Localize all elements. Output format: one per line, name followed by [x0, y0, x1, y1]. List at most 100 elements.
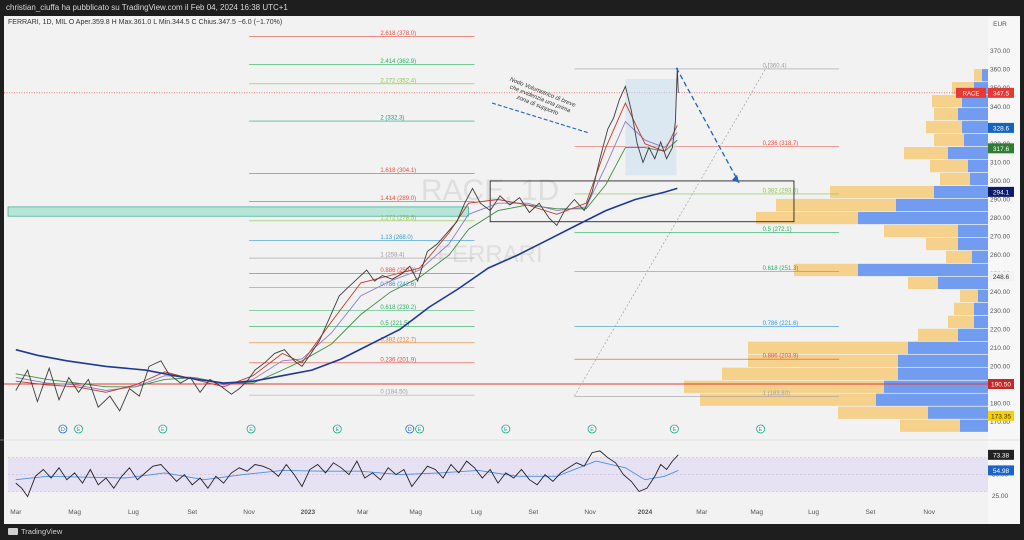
volume-node-box — [625, 78, 677, 176]
rsi-ma-label: 54.98 — [993, 468, 1010, 475]
time-tick-label: 2023 — [301, 509, 316, 516]
fib-level-label: 0.382 (212.7) — [380, 337, 416, 343]
volume-profile-bar-down — [958, 237, 988, 251]
fib-level-label: 0.886 (203.9) — [763, 354, 799, 360]
race-tag-label: RACE — [963, 91, 980, 97]
time-tick-label: Lug — [808, 509, 819, 516]
volume-profile-bar-up — [904, 147, 948, 160]
price-axis: 170.00180.00190.00200.00210.00220.00230.… — [990, 48, 1010, 426]
support-zone-rect — [7, 206, 469, 217]
watermark-name: FERRARI — [437, 241, 542, 268]
volume-profile-bar-down — [958, 224, 988, 238]
time-tick-label: 2024 — [638, 509, 653, 516]
volume-profile-bar-up — [926, 237, 958, 251]
event-marker-label: D — [408, 427, 412, 433]
price-badge — [988, 379, 1014, 390]
rsi-value-label: 73.38 — [993, 452, 1010, 459]
fib-level-label: 0.382 (293.0) — [763, 188, 799, 194]
event-marker-label: E — [161, 427, 165, 433]
annotation-arrow — [491, 102, 589, 134]
price-tick-label: 200.00 — [990, 363, 1010, 370]
fib-level-label: 0.886 (250.0) — [380, 268, 416, 274]
fib-level-label: 0.786 (221.6) — [763, 321, 799, 327]
volume-profile-bar-down — [938, 276, 988, 290]
fib-level-label: 0.5 (272.1) — [763, 227, 792, 233]
volume-profile-bar-down — [982, 69, 988, 82]
ema-mid-line — [15, 120, 678, 391]
time-tick-label: Mar — [10, 509, 22, 516]
volume-profile-bar-down — [970, 172, 988, 186]
price-badge — [988, 410, 1014, 421]
price-tick-label: 180.00 — [990, 400, 1010, 407]
trend-line-dotted — [574, 60, 771, 397]
currency-label: EUR — [993, 21, 1007, 28]
event-marker-label: E — [504, 427, 508, 433]
volume-profile-bar-down — [928, 406, 988, 419]
price-tick-label: 230.00 — [990, 308, 1010, 315]
volume-profile-bar-down — [898, 354, 988, 367]
earnings-marker — [74, 424, 83, 434]
time-tick-label: Nov — [584, 509, 596, 516]
price-badge-label: 190.50 — [991, 382, 1011, 389]
fib-level-label: 0.618 (251.3) — [763, 266, 799, 272]
projection-arrow — [675, 67, 740, 184]
volume-profile-bar-up — [974, 69, 982, 82]
fib-level-label: 0 (360.4) — [763, 63, 787, 69]
race-price-label: 347.5 — [993, 90, 1010, 97]
tradingview-logo-icon — [8, 528, 18, 535]
volume-profile-bar-up — [930, 159, 968, 173]
publisher-line: christian_ciuffa ha pubblicato su Tradin… — [6, 3, 288, 12]
price-tick-label: 270.00 — [990, 234, 1010, 241]
ema-fast-line — [15, 102, 678, 393]
earnings-marker — [587, 424, 597, 434]
price-tick-label: 360.00 — [990, 67, 1010, 74]
price-line — [15, 67, 679, 412]
fib-level-label: 2 (332.3) — [380, 116, 404, 122]
race-price-badge — [988, 87, 1014, 98]
fib-level-label: 2.618 (378.0) — [380, 31, 416, 37]
ema-slow-line — [15, 139, 678, 388]
event-marker-label: E — [673, 427, 677, 433]
time-tick-label: Nov — [243, 509, 255, 516]
time-tick-label: Mag — [68, 509, 81, 516]
volume-profile-bar-down — [978, 289, 988, 303]
race-tag-badge — [956, 87, 986, 98]
earnings-marker — [670, 424, 679, 434]
fibonacci-right: 0 (360.4) 0.236 (318.7) 0.382 (293.0) 0.5 (… — [574, 63, 840, 397]
volume-profile-bar-up — [776, 198, 896, 212]
volume-profile-bar-down — [958, 108, 988, 121]
earnings-marker — [332, 424, 342, 434]
volume-profile-bar-down — [974, 315, 988, 328]
price-badge-label: 173.35 — [991, 413, 1011, 420]
dividend-marker — [58, 424, 68, 434]
volume-profile-bar-down — [974, 302, 988, 316]
volume-profile-bar-up — [884, 224, 958, 238]
earnings-marker — [246, 424, 256, 434]
price-tick-label: 240.00 — [990, 289, 1010, 296]
volume-profile-bar-down — [858, 211, 988, 225]
event-marker-label: E — [335, 427, 339, 433]
time-tick-label: Mag — [409, 509, 422, 516]
price-tick-label: 210.00 — [990, 345, 1010, 352]
volume-profile-bar-down — [884, 380, 988, 393]
price-tick-label: 300.00 — [990, 178, 1010, 185]
volume-profile-bar-down — [934, 185, 988, 199]
tradingview-brand: TradingView — [8, 527, 62, 536]
volume-profile-bar-up — [838, 406, 928, 419]
price-badge-label: 317.6 — [993, 146, 1010, 153]
fib-level-label: 2.272 (352.4) — [380, 78, 416, 84]
fib-level-label: 0.236 (201.9) — [380, 357, 416, 363]
volume-profile-bar-down — [968, 159, 988, 173]
time-tick-label: Lug — [128, 509, 139, 516]
volume-profile-bar-up — [960, 289, 978, 303]
rsi-ma-badge — [988, 465, 1014, 476]
earnings-marker — [756, 424, 766, 434]
projection-arrow-head — [732, 174, 740, 183]
earnings-marker — [158, 424, 168, 434]
volume-profile-bar-down — [964, 134, 988, 147]
fib-level-label: 1.272 (278.5) — [380, 215, 416, 221]
tradingview-brand-label: TradingView — [21, 527, 63, 536]
event-marker-label: E — [590, 427, 594, 433]
